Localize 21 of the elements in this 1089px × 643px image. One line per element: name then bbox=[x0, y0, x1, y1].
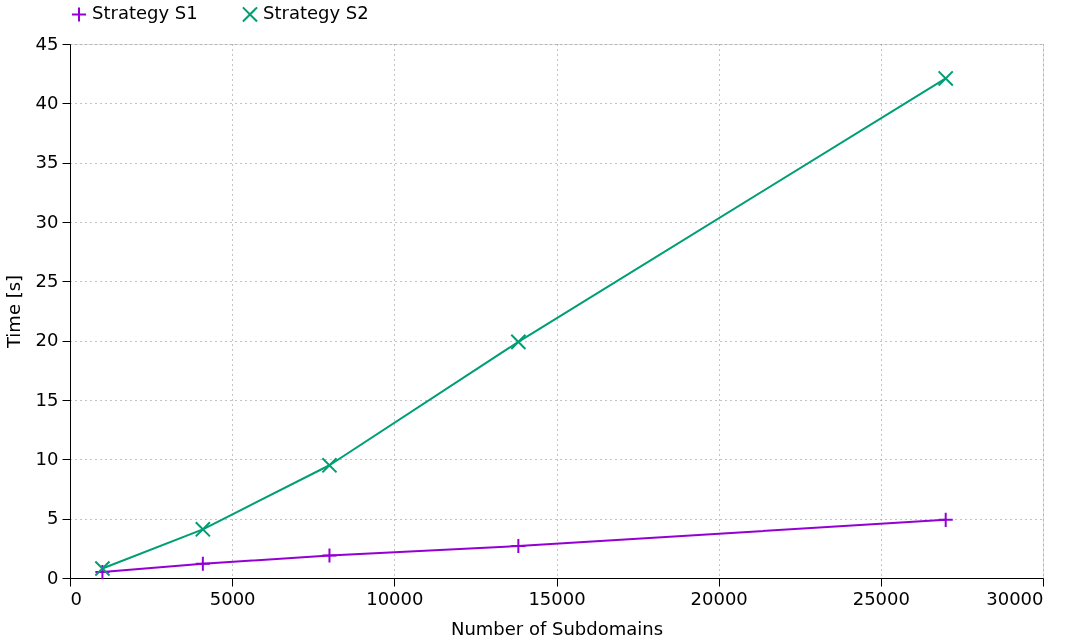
x-tick-label: 0 bbox=[70, 587, 82, 609]
y-tick-label: 25 bbox=[35, 269, 59, 291]
y-tick-label: 40 bbox=[35, 91, 59, 113]
y-tick-label: 0 bbox=[47, 566, 59, 588]
x-tick-label: 20000 bbox=[690, 587, 748, 609]
y-tick-label: 35 bbox=[35, 151, 59, 173]
x-axis-title: Number of Subdomains bbox=[450, 617, 664, 639]
x-tick-label: 5000 bbox=[209, 587, 256, 609]
x-tick-label: 10000 bbox=[366, 587, 424, 609]
x-tick-label: 15000 bbox=[528, 587, 586, 609]
y-tick-label: 45 bbox=[35, 32, 59, 54]
y-tick-label: 5 bbox=[47, 507, 59, 529]
x-tick-label: 25000 bbox=[852, 587, 910, 609]
legend-label: Strategy S1 bbox=[92, 2, 198, 24]
y-axis-title: Time [s] bbox=[2, 274, 24, 350]
y-tick-label: 30 bbox=[35, 210, 59, 232]
y-tick-label: 15 bbox=[35, 388, 59, 410]
legend-label: Strategy S2 bbox=[263, 2, 369, 24]
x-tick-label: 30000 bbox=[986, 587, 1044, 609]
y-tick-label: 10 bbox=[35, 447, 59, 469]
y-tick-label: 20 bbox=[35, 329, 59, 351]
